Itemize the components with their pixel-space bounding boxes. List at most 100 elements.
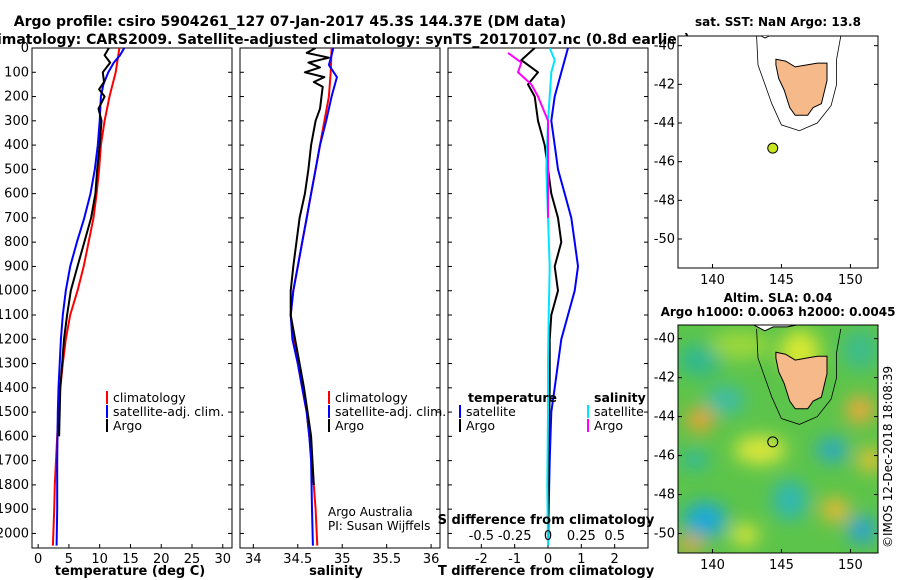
lat-tick-label: -46 <box>654 155 675 170</box>
depth-tick-label: 2000 <box>0 526 29 541</box>
depth-tick-label: 1000 <box>0 284 29 299</box>
secondary-tick-label: 0 <box>544 529 552 544</box>
secondary-tick-label: 0.25 <box>567 529 596 544</box>
sst-map-title: sat. SST: NaN Argo: 13.8 <box>695 15 861 29</box>
temperature-ticks: 0 5 10 15 20 25 30 <box>32 47 232 567</box>
temperature-legend: climatology satellite-adj. clim. Argo <box>106 390 224 433</box>
series-line-argo <box>58 48 112 437</box>
lon-tick-label: 140 <box>700 558 725 573</box>
difference-secondary-ticks: -0.5 -0.25 0 0.25 0.5 <box>469 529 625 544</box>
legend-label-satellite: satellite-adj. clim. <box>113 404 224 419</box>
sla-map-title-line2: Argo h1000: 0.0063 h2000: 0.0045 <box>661 305 896 319</box>
difference-legend: temperature satellite Argo salinity sate… <box>459 390 646 433</box>
depth-tick-label: 1500 <box>0 405 29 420</box>
salinity-series <box>289 48 338 546</box>
x-tick-label: 34.5 <box>283 552 312 567</box>
legend-label-sal-satellite: satellite <box>594 404 644 419</box>
depth-tick-label: 1600 <box>0 429 29 444</box>
legend-label-climatology: climatology <box>335 390 408 405</box>
depth-tick-label: 400 <box>4 138 29 153</box>
lon-tick-label: 150 <box>838 273 863 288</box>
difference-series <box>507 48 579 546</box>
depth-tick-label: 1800 <box>0 478 29 493</box>
lat-tick-label: -40 <box>654 39 675 54</box>
x-tick-label: 36 <box>423 552 440 567</box>
series-line-salinity-argo <box>507 52 549 218</box>
credit-line2: PI: Susan Wijffels <box>328 519 430 533</box>
temperature-xlabel: temperature (deg C) <box>55 564 205 579</box>
victoria-coast <box>753 325 798 332</box>
lat-tick-label: -48 <box>654 193 675 208</box>
depth-tick-label: 1200 <box>0 332 29 347</box>
tasmania-landmass <box>775 351 828 410</box>
salinity-xlabel: salinity <box>309 564 363 579</box>
lat-tick-label: -44 <box>654 410 675 425</box>
series-line-climatology <box>51 48 121 546</box>
sla-map-ticks: 140 145 150 -40 -42 -44 -46 -48 -50 <box>654 332 878 573</box>
argo-float-marker <box>767 436 779 448</box>
copyright-stamp: ©IMOS 12-Dec-2018 18:08:39 <box>881 366 895 548</box>
salinity-legend: climatology satellite-adj. clim. Argo <box>328 390 446 433</box>
shelf-contour <box>756 36 842 132</box>
depth-tick-label: 1300 <box>0 357 29 372</box>
series-line-temperature-satellite <box>547 48 579 546</box>
depth-tick-label: 500 <box>4 162 29 177</box>
lat-tick-label: -42 <box>654 77 675 92</box>
lat-tick-label: -46 <box>654 449 675 464</box>
difference-xlabel: T difference from climatology <box>438 564 655 579</box>
lat-tick-label: -50 <box>654 527 675 542</box>
legend-title-temperature: temperature <box>468 390 557 405</box>
legend-label-argo: Argo <box>335 418 364 433</box>
depth-tick-label: 600 <box>4 187 29 202</box>
shelf-contour <box>756 328 842 425</box>
depth-tick-label: 900 <box>4 259 29 274</box>
depth-tick-label: 700 <box>4 211 29 226</box>
x-tick-label: 25 <box>184 552 201 567</box>
series-line-temperature-argo <box>520 48 563 546</box>
argo-float-marker <box>767 142 779 154</box>
secondary-tick-label: 0.5 <box>604 529 625 544</box>
credit-line1: Argo Australia <box>328 505 413 519</box>
x-tick-label: 1 <box>577 552 585 567</box>
lat-tick-label: -48 <box>654 488 675 503</box>
legend-label-temp-argo: Argo <box>466 418 495 433</box>
secondary-tick-label: -0.5 <box>469 529 494 544</box>
series-line-satellite-adj-clim- <box>55 48 126 546</box>
sst-map-ticks: 140 145 150 -40 -42 -44 -46 -48 -50 <box>654 39 878 288</box>
salinity-panel-frame <box>239 47 441 549</box>
sla-map-content <box>678 325 878 553</box>
figure-title-line1: Argo profile: csiro 5904261_127 07-Jan-2… <box>14 14 566 30</box>
lat-tick-label: -42 <box>654 371 675 386</box>
figure-title-line2: Climatology: CARS2009. Satellite-adjuste… <box>0 32 690 48</box>
x-tick-label: 35 <box>334 552 351 567</box>
lat-tick-label: -44 <box>654 116 675 131</box>
sla-map-frame <box>677 324 879 554</box>
lon-tick-label: 145 <box>769 558 794 573</box>
x-tick-label: 20 <box>153 552 170 567</box>
legend-label-temp-satellite: satellite <box>466 404 516 419</box>
x-tick-label: 15 <box>122 552 139 567</box>
depth-tick-label: 800 <box>4 235 29 250</box>
depth-tick-label: 1400 <box>0 381 29 396</box>
sla-field <box>678 330 878 553</box>
series-line-argo <box>289 48 330 485</box>
lon-tick-label: 140 <box>700 273 725 288</box>
lat-tick-label: -50 <box>654 232 675 247</box>
legend-label-satellite: satellite-adj. clim. <box>335 404 446 419</box>
x-tick-label: 2 <box>611 552 619 567</box>
salinity-ticks: 34 34.5 35 35.5 36 <box>240 47 440 567</box>
x-tick-label: 35.5 <box>372 552 401 567</box>
depth-tick-label: 200 <box>4 90 29 105</box>
tasmania-landmass <box>775 58 828 116</box>
lon-tick-label: 150 <box>838 558 863 573</box>
victoria-coast <box>760 36 771 39</box>
depth-tick-label: 1900 <box>0 502 29 517</box>
temperature-panel-frame <box>31 47 233 549</box>
depth-tick-label: 1100 <box>0 308 29 323</box>
x-tick-label: 0 <box>544 552 552 567</box>
sst-map-content <box>756 36 842 154</box>
depth-tick-label: 300 <box>4 114 29 129</box>
depth-tick-label: 0 <box>21 41 29 56</box>
difference-xlabel-secondary: S difference from climatology <box>438 513 655 528</box>
